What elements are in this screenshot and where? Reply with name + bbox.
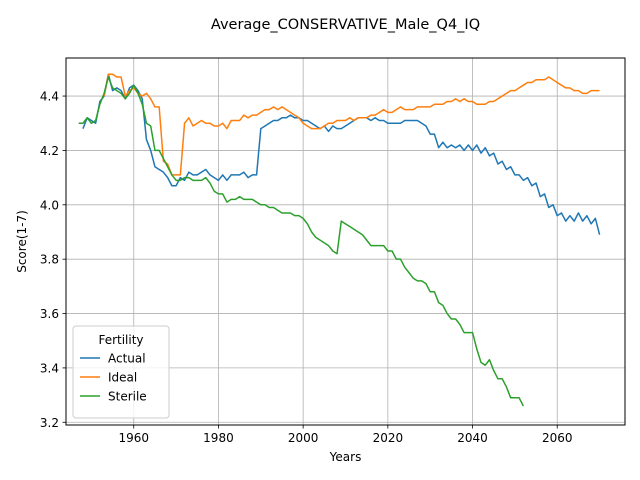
x-tick-label: 2000 — [288, 431, 319, 445]
legend-label-ideal: Ideal — [108, 371, 137, 385]
legend-label-actual: Actual — [108, 352, 146, 366]
series-lines — [78, 73, 601, 407]
series-line-sterile — [78, 76, 525, 407]
x-tick-label: 2040 — [457, 431, 488, 445]
y-tick-label: 4.4 — [40, 90, 59, 104]
series-line-ideal — [103, 73, 600, 176]
x-axis-ticks: 1960 1980 2000 2020 2040 2060 — [118, 425, 573, 445]
x-axis-label: Years — [329, 450, 362, 464]
plot-area-frame — [65, 57, 626, 426]
y-tick-label: 3.4 — [40, 361, 59, 375]
x-tick-label: 2060 — [542, 431, 573, 445]
legend-title: Fertility — [98, 333, 143, 347]
chart-title: Average_CONSERVATIVE_Male_Q4_IQ — [211, 17, 480, 33]
y-axis-ticks: 3.2 3.4 3.6 3.8 4.0 4.2 4.4 — [40, 90, 66, 430]
legend: Fertility Actual Ideal Sterile — [72, 325, 170, 419]
series-line-actual — [82, 73, 601, 235]
legend-box — [72, 325, 170, 419]
y-tick-label: 4.2 — [40, 144, 59, 158]
legend-label-sterile: Sterile — [108, 390, 147, 404]
x-tick-label: 2020 — [373, 431, 404, 445]
y-tick-label: 4.0 — [40, 198, 59, 212]
y-tick-label: 3.6 — [40, 307, 59, 321]
x-tick-label: 1960 — [118, 431, 149, 445]
y-tick-label: 3.2 — [40, 416, 59, 430]
legend-entries: Actual Ideal Sterile — [80, 352, 147, 404]
y-axis-label: Score(1-7) — [15, 210, 29, 273]
y-tick-label: 3.8 — [40, 253, 59, 267]
x-tick-label: 1980 — [203, 431, 234, 445]
